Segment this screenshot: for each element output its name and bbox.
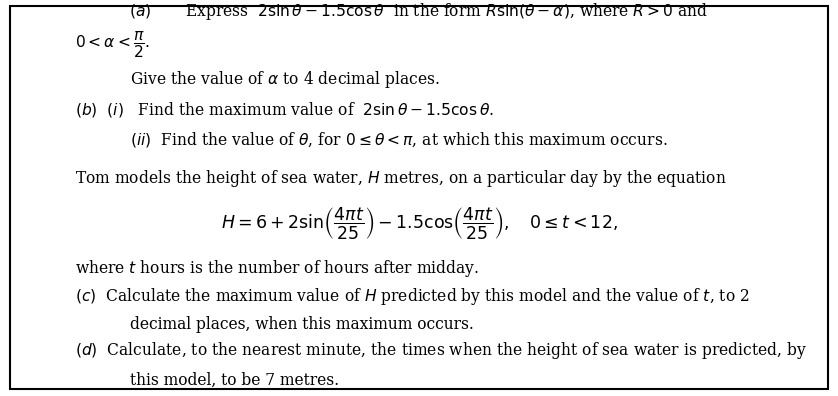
Text: $(d)$  Calculate, to the nearest minute, the times when the height of sea water : $(d)$ Calculate, to the nearest minute, … [75, 341, 808, 362]
Text: $(b)$  $(i)$   Find the maximum value of  $2\sin\theta - 1.5\cos\theta$.: $(b)$ $(i)$ Find the maximum value of $2… [75, 99, 494, 118]
Text: $(ii)$  Find the value of $\theta$, for $0 \leq \theta < \pi$, at which this max: $(ii)$ Find the value of $\theta$, for $… [130, 129, 667, 148]
Text: $(c)$  Calculate the maximum value of $H$ predicted by this model and the value : $(c)$ Calculate the maximum value of $H$… [75, 286, 750, 307]
Text: Tom models the height of sea water, $H$ metres, on a particular day by the equat: Tom models the height of sea water, $H$ … [75, 168, 727, 189]
Text: $H = 6 + 2\sin\!\left(\dfrac{4\pi t}{25}\right) - 1.5\cos\!\left(\dfrac{4\pi t}{: $H = 6 + 2\sin\!\left(\dfrac{4\pi t}{25}… [220, 205, 618, 241]
Text: this model, to be 7 metres.: this model, to be 7 metres. [130, 372, 339, 388]
Text: decimal places, when this maximum occurs.: decimal places, when this maximum occurs… [130, 316, 473, 333]
Text: where $t$ hours is the number of hours after midday.: where $t$ hours is the number of hours a… [75, 258, 479, 279]
Text: Give the value of $\alpha$ to 4 decimal places.: Give the value of $\alpha$ to 4 decimal … [130, 69, 440, 89]
Text: $0 < \alpha < \dfrac{\pi}{2}.$: $0 < \alpha < \dfrac{\pi}{2}.$ [75, 30, 151, 61]
Text: $(a)$       Express  $2\sin\theta - 1.5\cos\theta$  in the form $R\sin(\theta - : $(a)$ Express $2\sin\theta - 1.5\cos\the… [129, 1, 709, 23]
FancyBboxPatch shape [10, 6, 828, 389]
